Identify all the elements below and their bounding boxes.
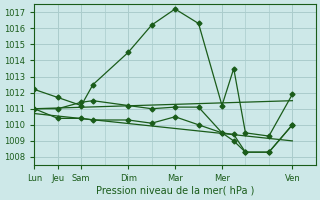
X-axis label: Pression niveau de la mer( hPa ): Pression niveau de la mer( hPa ) bbox=[96, 186, 254, 196]
